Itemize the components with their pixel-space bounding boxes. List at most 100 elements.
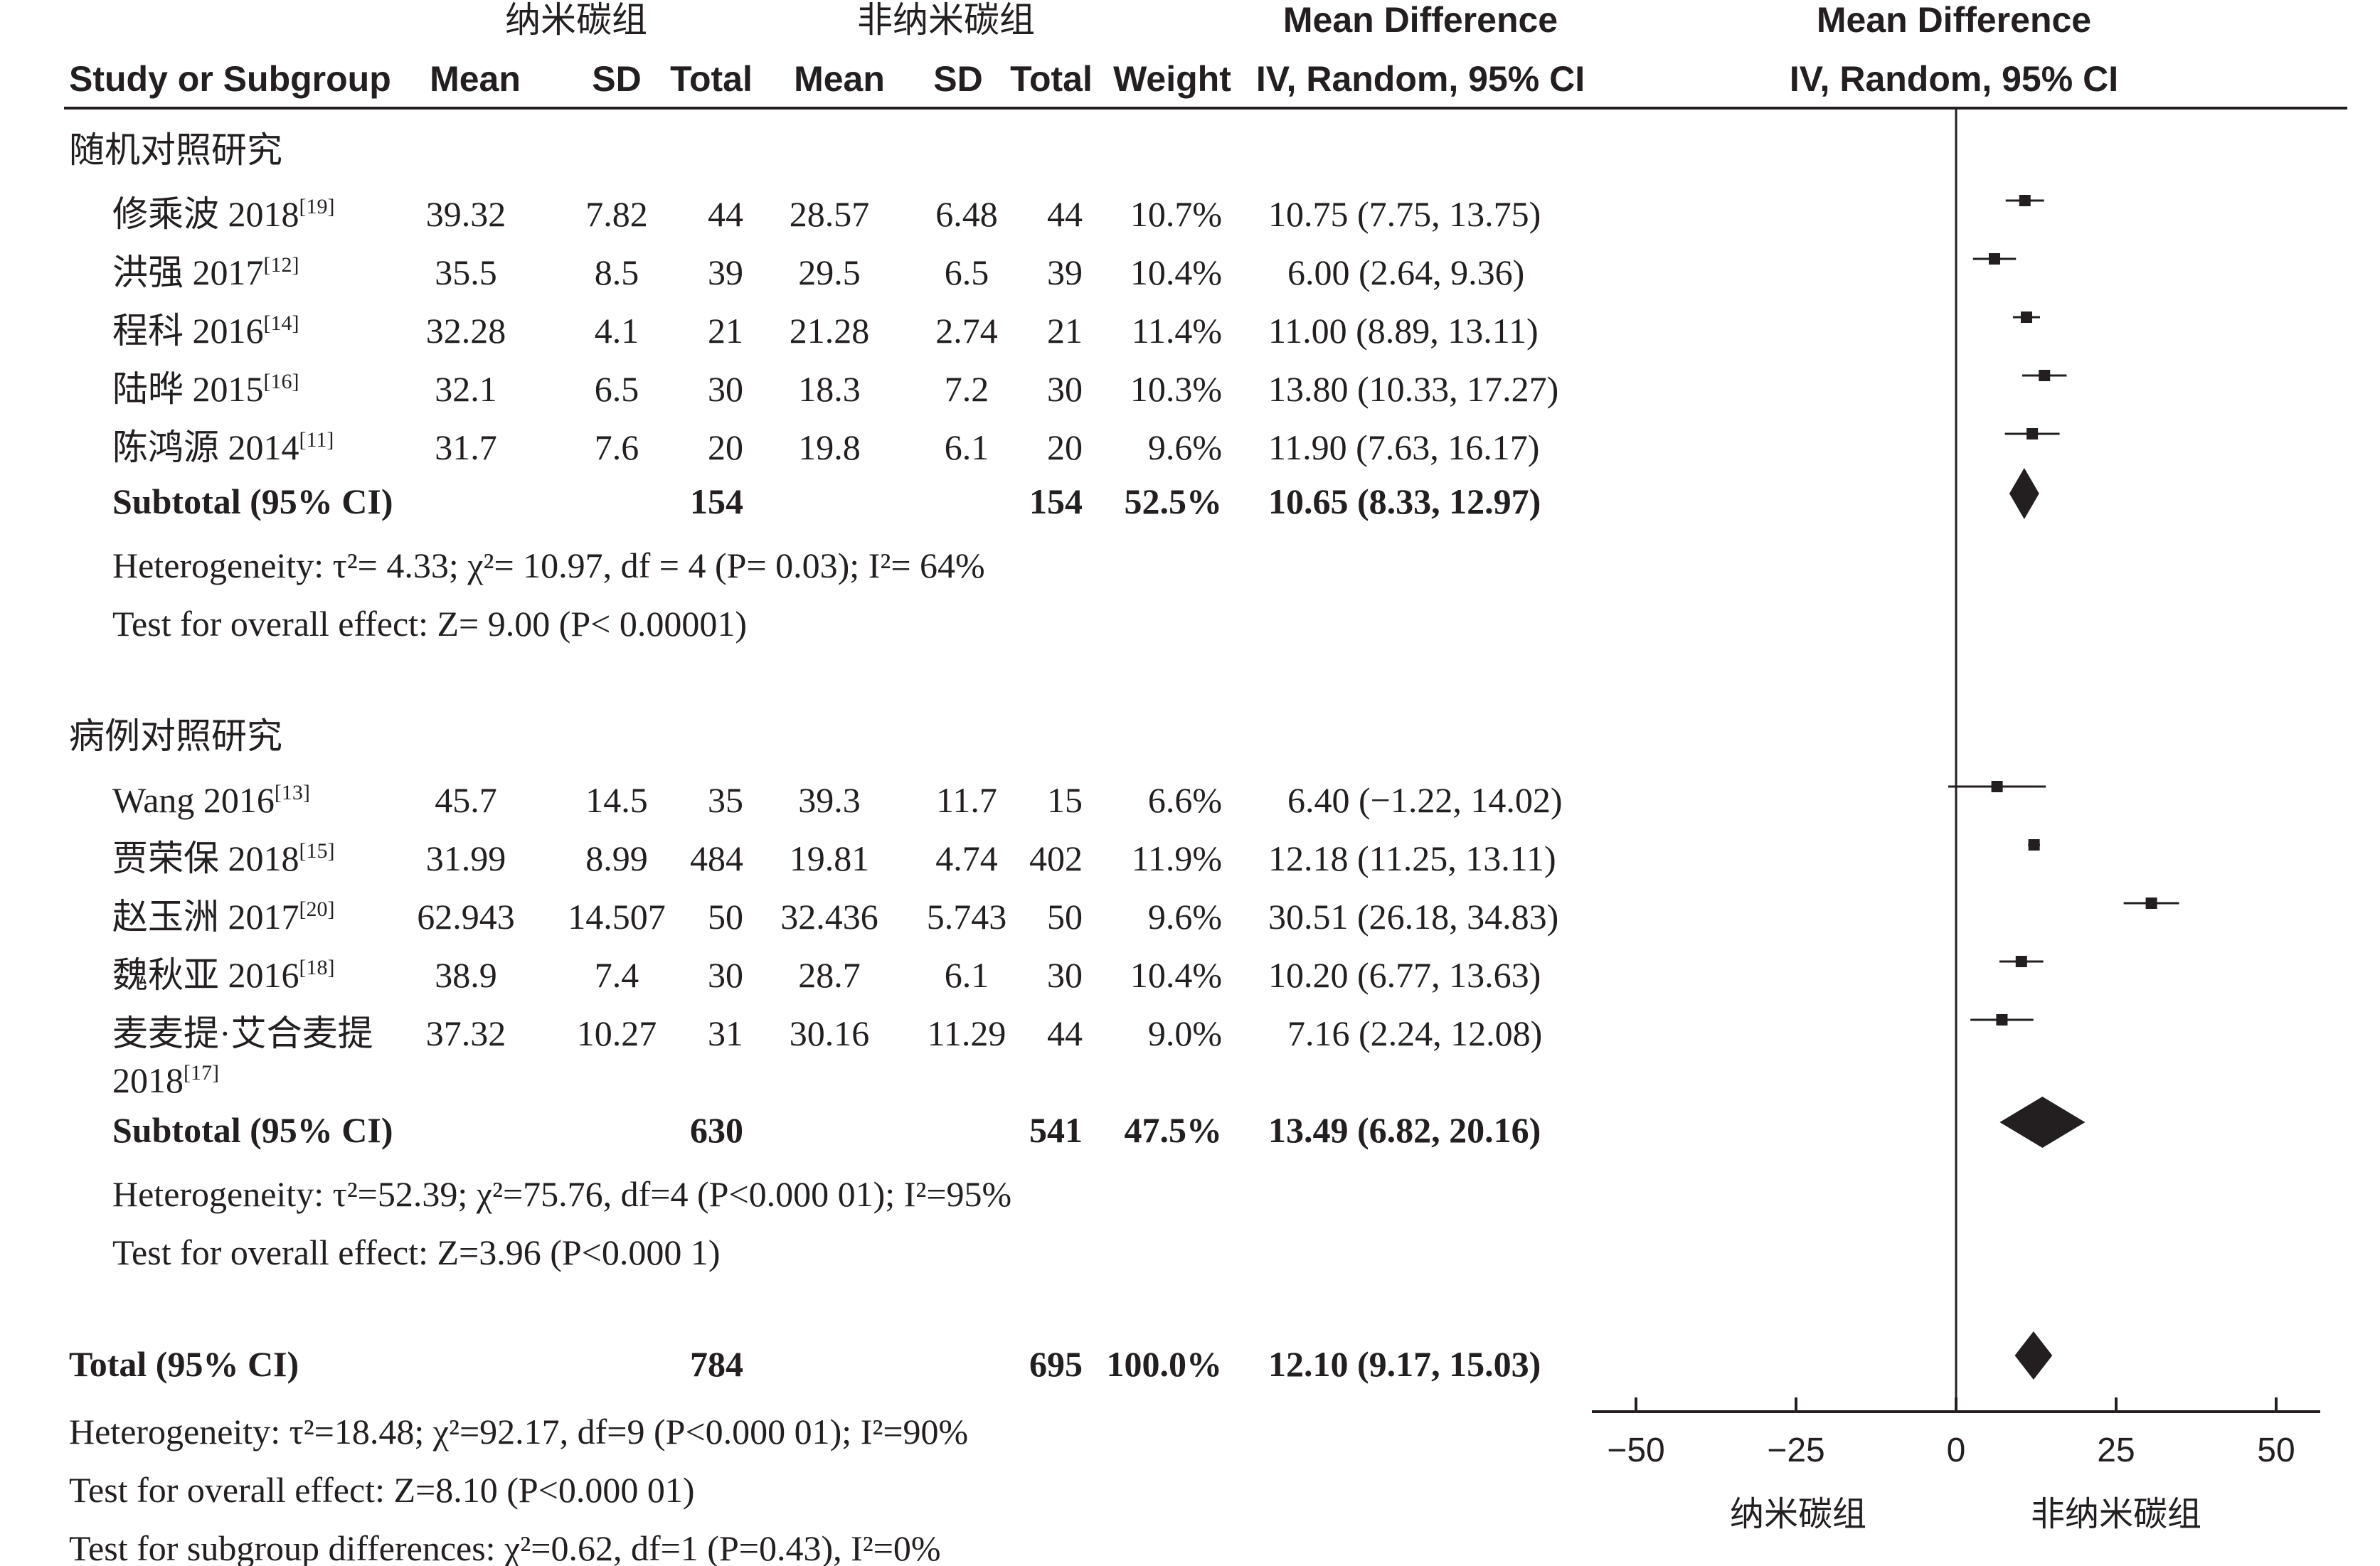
table-row: Wang 2016[13] 45.7 14.5 35 39.3 11.7 15 …: [112, 780, 1563, 820]
weight: 10.4%: [1130, 955, 1222, 995]
study-name: 陈鸿源 2014[11]: [112, 427, 334, 467]
subgroup-case-control: 病例对照研究 Wang 2016[13] 45.7 14.5 35 39.3 1…: [69, 715, 1563, 1272]
plot-sub-header: IV, Random, 95% CI: [1790, 59, 2118, 99]
forest-marks: [1948, 195, 2179, 1380]
overall-effect-text: Test for overall effect: Z=3.96 (P<0.000…: [112, 1232, 721, 1272]
effect-square: [2028, 839, 2040, 851]
sd-2: 6.48: [935, 194, 998, 234]
x-axis: −50 −25 0 25 50: [1592, 1397, 2320, 1469]
heterogeneity-text: Heterogeneity: τ²=52.39; χ²=75.76, df=4 …: [112, 1174, 1011, 1214]
mean-2: 19.8: [798, 427, 861, 467]
study-name: 陆晔 2015[16]: [112, 369, 299, 409]
ci: 10.75 (7.75, 13.75): [1268, 194, 1541, 234]
sd-2: 5.743: [927, 897, 1007, 937]
plot-top-header: Mean Difference: [1817, 0, 2091, 40]
effect-square: [1996, 1014, 2008, 1026]
total-1: 35: [708, 780, 743, 820]
ci: 30.51 (26.18, 34.83): [1268, 897, 1558, 937]
total-1: 44: [708, 194, 743, 234]
table-row: 洪强 2017[12] 35.5 8.5 39 29.5 6.5 39 10.4…: [112, 252, 1524, 292]
ci: 10.20 (6.77, 13.63): [1268, 955, 1541, 995]
favours-right-label: 非纳米碳组: [2031, 1494, 2201, 1534]
pooled-diamond: [2009, 468, 2039, 519]
study-name-line2: 2018[17]: [112, 1060, 219, 1100]
ci: 12.18 (11.25, 13.11): [1268, 838, 1556, 878]
effect-square: [2039, 370, 2051, 381]
table-row: 陈鸿源 2014[11] 31.7 7.6 20 19.8 6.1 20 9.6…: [112, 427, 1539, 467]
effect-square: [1991, 781, 2003, 792]
sd-1: 14.5: [585, 780, 648, 820]
total-1: 31: [708, 1013, 743, 1053]
sd-2: 7.2: [945, 369, 989, 409]
mean-2: 29.5: [798, 252, 861, 292]
ci: 6.00 (2.64, 9.36): [1287, 252, 1524, 292]
overall-effect-text: Test for overall effect: Z= 9.00 (P< 0.0…: [112, 604, 747, 644]
total-overall-effect-text: Test for overall effect: Z=8.10 (P<0.000…: [69, 1470, 695, 1510]
mean-2: 18.3: [798, 369, 861, 409]
subtotal-weight: 52.5%: [1125, 481, 1223, 521]
col-weight: Weight: [1113, 59, 1231, 99]
effect-square: [2021, 311, 2032, 323]
subtotal-n2: 541: [1029, 1110, 1083, 1150]
weight: 9.0%: [1148, 1013, 1222, 1053]
sd-2: 2.74: [935, 311, 998, 351]
weight: 10.3%: [1130, 369, 1222, 409]
col-total-2: Total: [1010, 59, 1093, 99]
sd-1: 7.4: [595, 955, 639, 995]
mean-1: 31.99: [426, 838, 506, 878]
total-2: 44: [1047, 1013, 1083, 1053]
total-2: 20: [1047, 427, 1083, 467]
total-2: 30: [1047, 955, 1083, 995]
table-row: 程科 2016[14] 32.28 4.1 21 21.28 2.74 21 1…: [112, 311, 1539, 351]
total-label: Total (95% CI): [69, 1344, 299, 1384]
subtotal-n1: 630: [690, 1110, 743, 1150]
effect-square: [2145, 897, 2157, 909]
total-n1: 784: [690, 1344, 743, 1384]
subtotal-ci: 10.65 (8.33, 12.97): [1268, 481, 1541, 521]
subgroup-title: 病例对照研究: [69, 715, 282, 757]
effect-square: [2026, 428, 2039, 440]
col-ci: IV, Random, 95% CI: [1256, 59, 1585, 99]
col-total-1: Total: [670, 59, 753, 99]
x-tick-label: 50: [2257, 1432, 2295, 1469]
subtotal-ci: 13.49 (6.82, 20.16): [1268, 1110, 1541, 1150]
table-row: 陆晔 2015[16] 32.1 6.5 30 18.3 7.2 30 10.3…: [112, 369, 1558, 409]
total-1: 20: [708, 427, 743, 467]
mean-1: 32.1: [435, 369, 497, 409]
sd-1: 8.99: [585, 838, 648, 878]
mean-1: 37.32: [426, 1013, 506, 1053]
table-row: 修乘波 2018[19] 39.32 7.82 44 28.57 6.48 44…: [112, 194, 1541, 234]
effect-square: [1989, 253, 2000, 265]
x-tick-label: 25: [2097, 1432, 2135, 1469]
weight: 10.4%: [1130, 252, 1222, 292]
subtotal-n1: 154: [690, 481, 743, 521]
effect-square: [2019, 195, 2031, 206]
pooled-diamond: [2014, 1331, 2053, 1380]
total-2: 39: [1047, 252, 1083, 292]
group2-header: 非纳米碳组: [857, 0, 1035, 41]
col-sd-1: SD: [592, 59, 641, 99]
mean-1: 39.32: [426, 194, 506, 234]
sd-1: 10.27: [577, 1013, 657, 1053]
sd-1: 8.5: [595, 252, 639, 292]
study-name: 修乘波 2018[19]: [112, 194, 334, 234]
mean-1: 31.7: [435, 427, 497, 467]
mean-1: 32.28: [426, 311, 506, 351]
table-row: 贾荣保 2018[15] 31.99 8.99 484 19.81 4.74 4…: [112, 838, 1556, 878]
col-study: Study or Subgroup: [69, 59, 391, 99]
study-name: 魏秋亚 2016[18]: [112, 955, 334, 995]
total-row: Total (95% CI) 784 695 100.0% 12.10 (9.1…: [69, 1344, 1541, 1384]
sd-1: 7.6: [595, 427, 639, 467]
sd-2: 11.29: [928, 1013, 1006, 1053]
total-1: 50: [708, 897, 743, 937]
total-2: 15: [1047, 780, 1083, 820]
mean-1: 45.7: [435, 780, 497, 820]
mean-1: 62.943: [417, 897, 515, 937]
sd-1: 14.507: [568, 897, 666, 937]
weight: 11.9%: [1132, 838, 1222, 878]
subtotal-row: Subtotal (95% CI) 154 154 52.5% 10.65 (8…: [112, 481, 1541, 521]
subtotal-n2: 154: [1029, 481, 1083, 521]
ci: 11.00 (8.89, 13.11): [1268, 311, 1539, 351]
mean-2: 19.81: [790, 838, 870, 878]
